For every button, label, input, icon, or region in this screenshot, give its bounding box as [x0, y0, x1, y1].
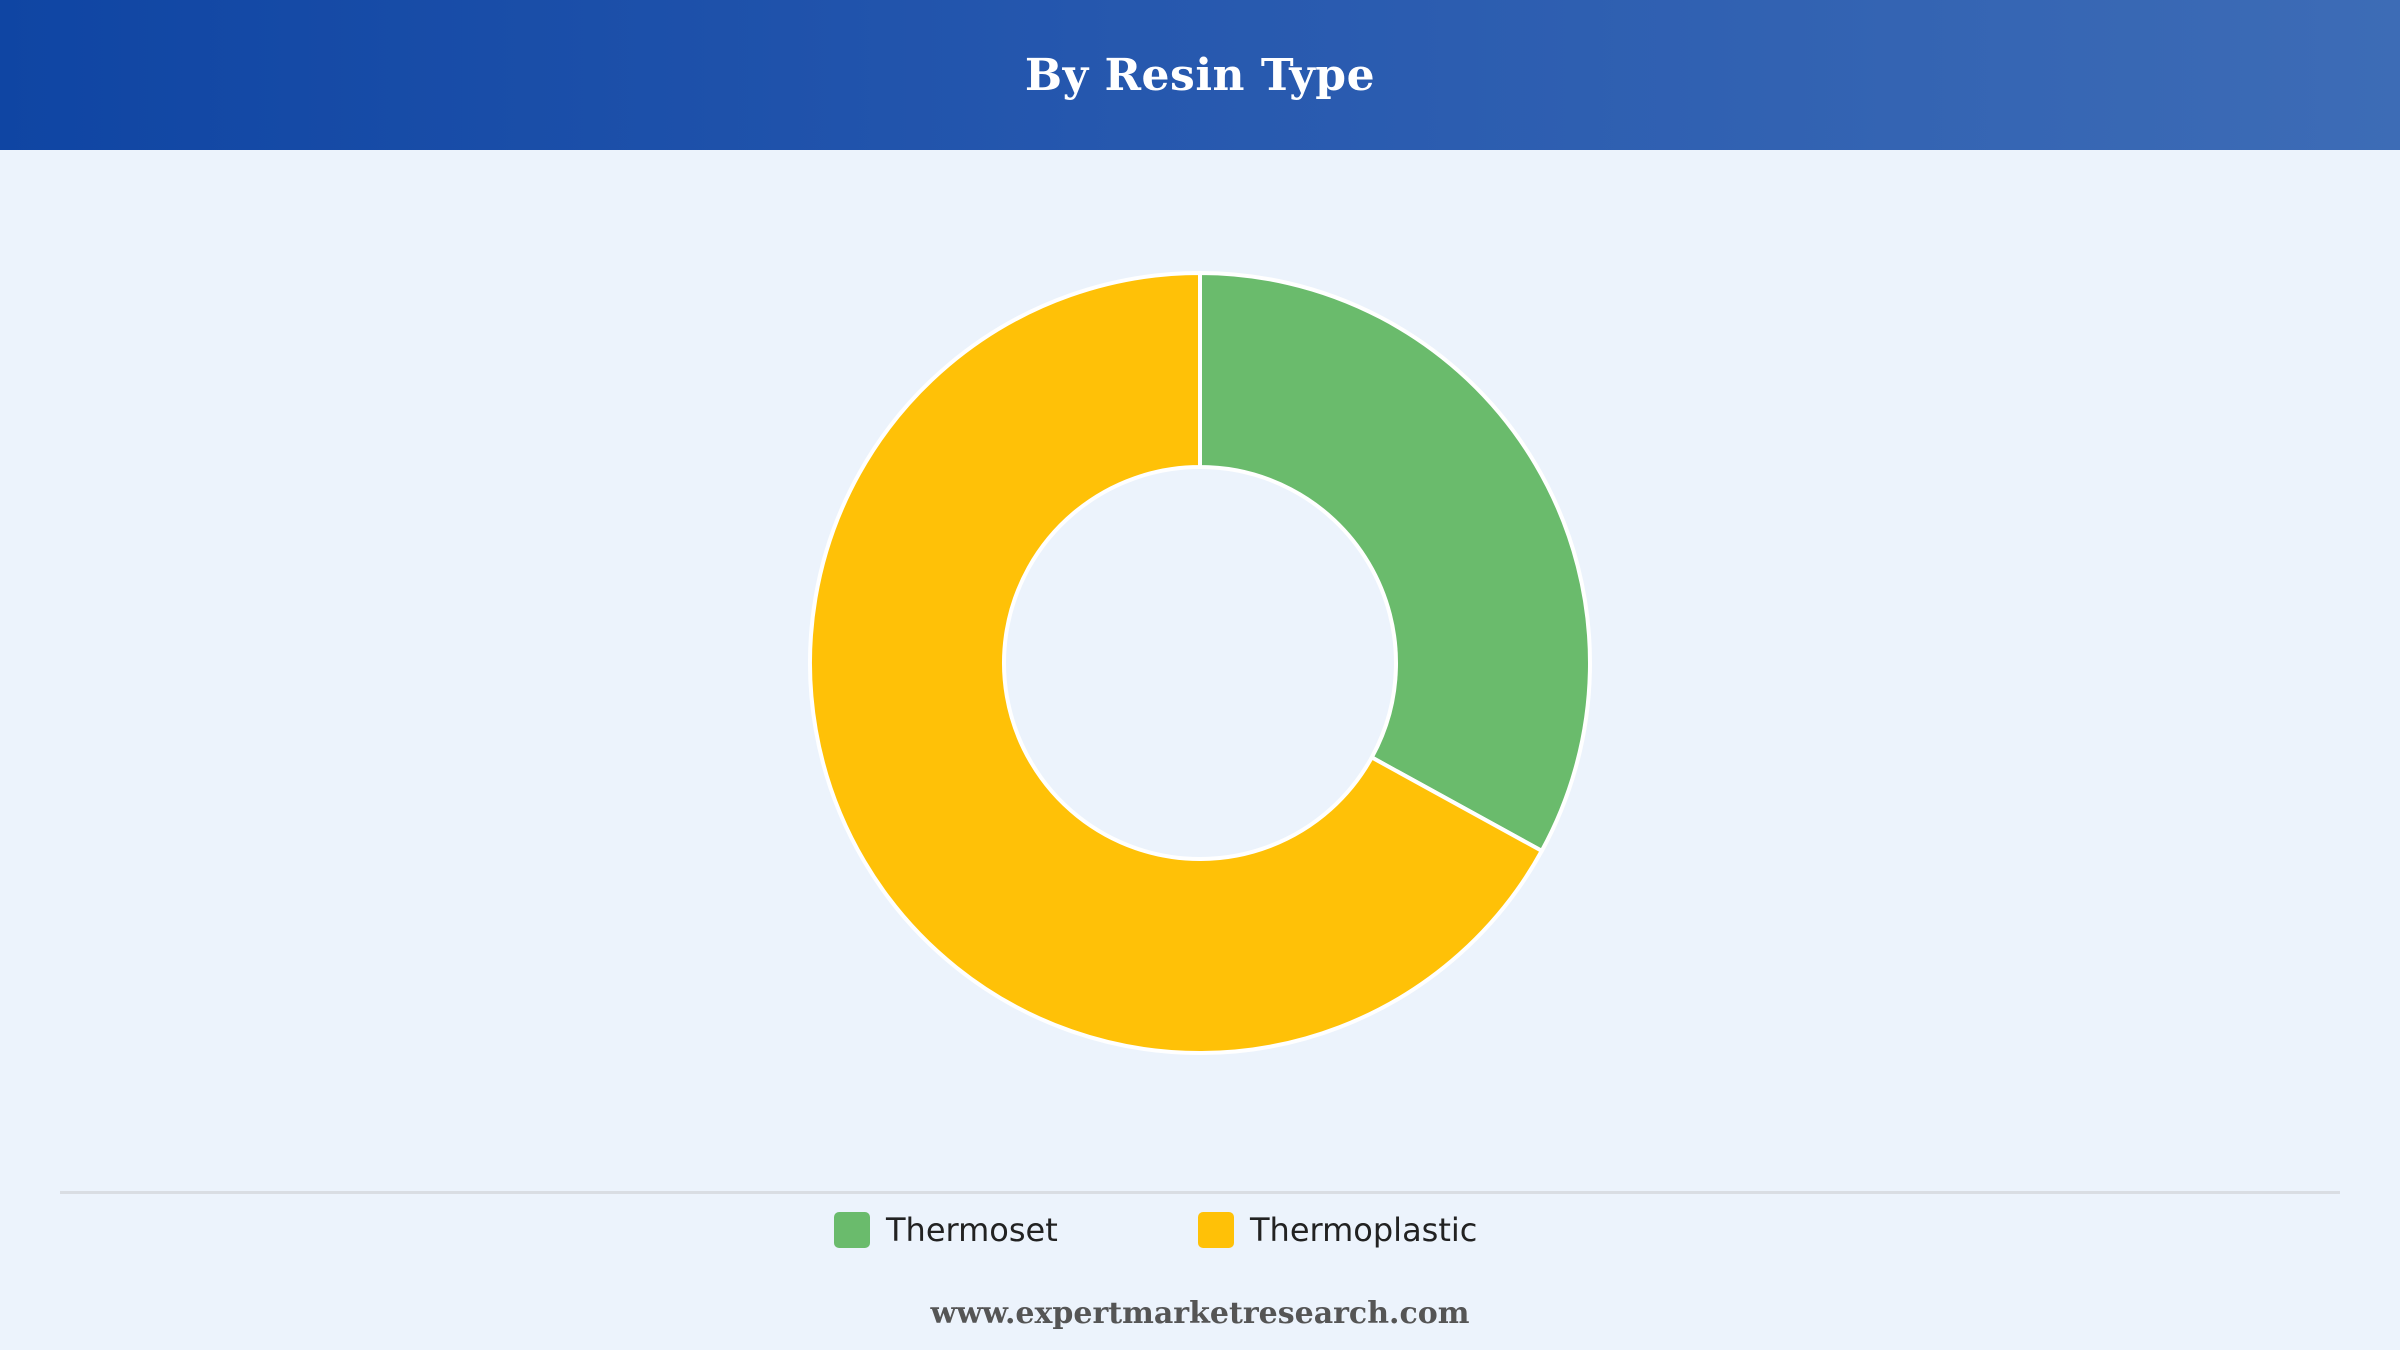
header-banner: By Resin Type	[0, 0, 2400, 150]
legend: Thermoset Thermoplastic	[0, 1210, 2400, 1250]
legend-swatch-thermoset	[834, 1212, 870, 1248]
legend-label-thermoset: Thermoset	[886, 1211, 1058, 1249]
legend-swatch-thermoplastic	[1198, 1212, 1234, 1248]
donut-slice-thermoset[interactable]	[1198, 271, 1592, 853]
legend-item-thermoplastic[interactable]: Thermoplastic	[1198, 1210, 1477, 1250]
legend-divider	[60, 1191, 2340, 1194]
legend-label-thermoplastic: Thermoplastic	[1250, 1211, 1478, 1249]
chart-title: By Resin Type	[1024, 49, 1376, 101]
legend-item-thermoset[interactable]: Thermoset	[834, 1210, 1058, 1250]
source-url: www.expertmarketresearch.com	[930, 1296, 1470, 1331]
donut-slice-thermoplastic[interactable]	[808, 271, 1544, 1055]
